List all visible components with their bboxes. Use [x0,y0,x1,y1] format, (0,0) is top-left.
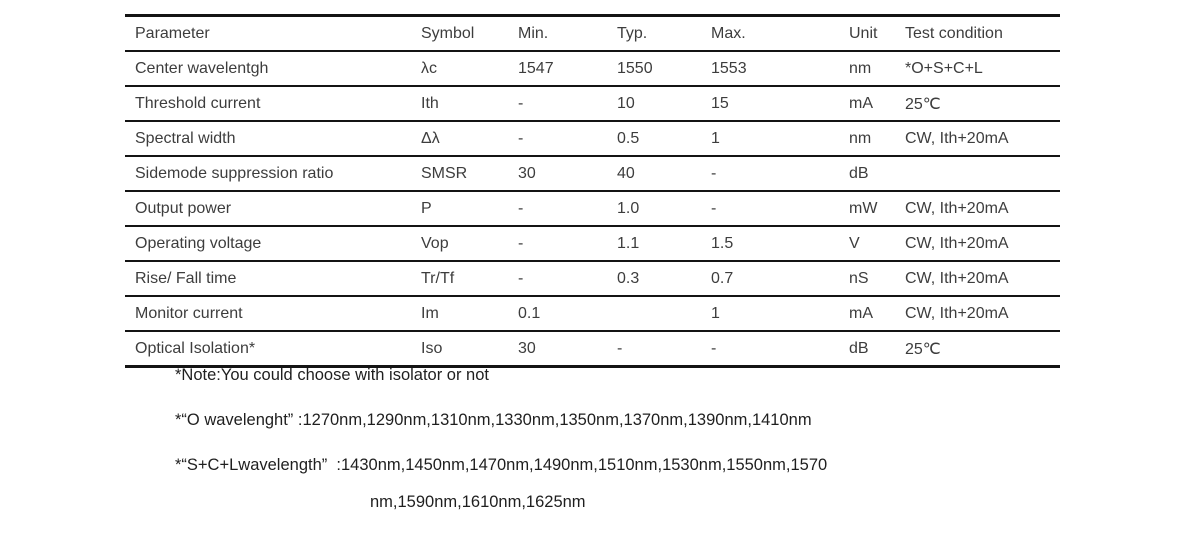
cell-unit: nm [849,129,872,147]
col-header-min: Min. [518,24,549,42]
cell-unit: mA [849,304,873,322]
cell-typ: 0.5 [617,129,640,147]
col-header-unit: Unit [849,24,878,42]
table-row: Spectral width Δλ - 0.5 1 nm CW, Ith+20m… [125,121,1060,156]
cell-typ: 10 [617,94,635,112]
cell-min: 1547 [518,59,554,77]
note-scl-wavelengths-line1: *“S+C+Lwavelength” :1430nm,1450nm,1470nm… [175,456,828,474]
table-row: Center wavelentgh λc 1547 1550 1553 nm *… [125,51,1060,86]
cell-parameter: Threshold current [135,94,261,112]
cell-test-condition: CW, Ith+20mA [905,199,1009,217]
cell-unit: dB [849,339,869,357]
cell-min: 30 [518,164,536,182]
header-row: Parameter Symbol Min. Typ. Max. Unit Tes… [125,16,1060,51]
cell-max: 1.5 [711,234,734,252]
cell-unit: dB [849,164,869,182]
cell-max: 1 [711,129,720,147]
col-header-symbol: Symbol [421,24,475,42]
cell-min: 30 [518,339,536,357]
table-row: Sidemode suppression ratio SMSR 30 40 - … [125,156,1060,191]
note-isolator: *Note:You could choose with isolator or … [175,366,489,384]
cell-unit: V [849,234,860,252]
cell-max: 1 [711,304,720,322]
cell-typ [607,296,701,331]
cell-test-condition [895,156,1060,191]
table-row: Optical Isolation* Iso 30 - - dB 25℃ [125,331,1060,367]
cell-max: 1553 [711,59,747,77]
cell-test-condition: CW, Ith+20mA [905,234,1009,252]
cell-test-condition: 25℃ [905,340,941,358]
cell-parameter: Center wavelentgh [135,59,269,77]
spec-table: Parameter Symbol Min. Typ. Max. Unit Tes… [125,14,1060,368]
cell-symbol: Vop [421,234,449,252]
cell-min: 0.1 [518,304,541,322]
cell-min: - [518,199,524,217]
col-header-test-condition: Test condition [905,24,1003,42]
cell-symbol: Δλ [421,129,440,147]
col-header-max: Max. [711,24,746,42]
cell-min: - [518,269,524,287]
cell-unit: mA [849,94,873,112]
cell-typ: - [617,339,623,357]
cell-max: - [711,164,717,182]
table-row: Threshold current Ith - 10 15 mA 25℃ [125,86,1060,121]
cell-parameter: Spectral width [135,129,236,147]
cell-unit: mW [849,199,878,217]
cell-parameter: Optical Isolation* [135,339,256,357]
cell-symbol: λc [421,59,437,77]
note-o-wavelengths: *“O wavelenght” :1270nm,1290nm,1310nm,13… [175,411,812,429]
cell-test-condition: CW, Ith+20mA [905,304,1009,322]
cell-min: - [518,234,524,252]
cell-symbol: P [421,199,432,217]
cell-unit: nm [849,59,872,77]
cell-symbol: Tr/Tf [421,269,455,287]
col-header-typ: Typ. [617,24,648,42]
table-row: Output power P - 1.0 - mW CW, Ith+20mA [125,191,1060,226]
cell-parameter: Rise/ Fall time [135,269,237,287]
table-row: Monitor current Im 0.1 1 mA CW, Ith+20mA [125,296,1060,331]
cell-min: - [518,129,524,147]
cell-typ: 0.3 [617,269,640,287]
cell-test-condition: CW, Ith+20mA [905,269,1009,287]
cell-test-condition: *O+S+C+L [905,59,983,77]
cell-max: - [711,199,717,217]
col-header-parameter: Parameter [135,24,210,42]
cell-symbol: SMSR [421,164,468,182]
cell-parameter: Monitor current [135,304,243,322]
cell-typ: 1.0 [617,199,640,217]
cell-symbol: Ith [421,94,439,112]
cell-max: 0.7 [711,269,734,287]
table-row: Operating voltage Vop - 1.1 1.5 V CW, It… [125,226,1060,261]
cell-min: - [518,94,524,112]
cell-max: 15 [711,94,729,112]
cell-symbol: Im [421,304,439,322]
cell-parameter: Output power [135,199,232,217]
cell-typ: 40 [617,164,635,182]
cell-max: - [711,339,717,357]
note-scl-wavelengths-line2: nm,1590nm,1610nm,1625nm [370,493,586,511]
cell-test-condition: CW, Ith+20mA [905,129,1009,147]
cell-parameter: Sidemode suppression ratio [135,164,334,182]
cell-test-condition: 25℃ [905,95,941,113]
cell-typ: 1.1 [617,234,640,252]
table-row: Rise/ Fall time Tr/Tf - 0.3 0.7 nS CW, I… [125,261,1060,296]
cell-parameter: Operating voltage [135,234,262,252]
cell-typ: 1550 [617,59,653,77]
cell-unit: nS [849,269,869,287]
cell-symbol: Iso [421,339,443,357]
